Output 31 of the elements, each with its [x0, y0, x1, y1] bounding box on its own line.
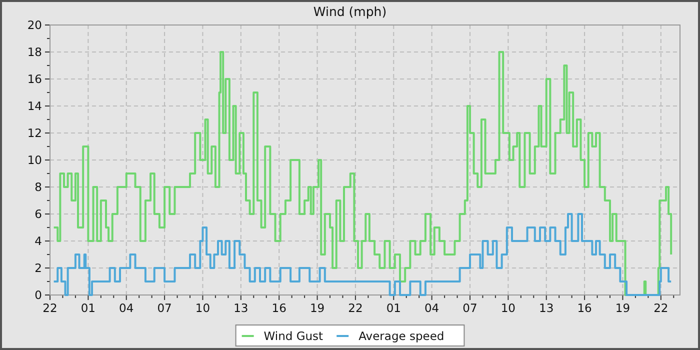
- y-tick-label: 4: [34, 234, 42, 248]
- y-tick-label: 6: [34, 207, 42, 221]
- x-tick-label: 04: [119, 301, 134, 315]
- y-tick-label: 16: [27, 72, 42, 86]
- legend-label: Wind Gust: [264, 329, 324, 343]
- x-tick-label: 16: [272, 301, 286, 315]
- x-tick-label: 07: [157, 301, 172, 315]
- y-tick-label: 20: [27, 18, 42, 32]
- y-tick-label: 18: [27, 45, 42, 59]
- x-tick-label: 10: [195, 301, 210, 315]
- chart-title: Wind (mph): [313, 4, 387, 19]
- x-tick-label: 19: [615, 301, 630, 315]
- x-tick-label: 19: [310, 301, 325, 315]
- x-tick-label: 13: [234, 301, 248, 315]
- y-tick-label: 0: [34, 288, 42, 302]
- x-tick-label: 22: [348, 301, 363, 315]
- y-tick-label: 10: [27, 153, 42, 167]
- legend-label: Average speed: [358, 329, 444, 343]
- x-tick-label: 01: [386, 301, 401, 315]
- x-tick-label: 07: [462, 301, 478, 315]
- y-tick-label: 12: [27, 126, 42, 140]
- x-tick-label: 01: [80, 301, 96, 315]
- x-tick-label: 13: [539, 301, 554, 315]
- x-tick-label: 04: [424, 301, 440, 315]
- x-tick-label: 16: [577, 301, 592, 315]
- x-tick-label: 22: [42, 301, 58, 315]
- x-tick-label: 22: [654, 301, 668, 315]
- y-tick-label: 8: [34, 180, 42, 194]
- y-tick-label: 14: [27, 99, 42, 113]
- y-tick-label: 2: [34, 261, 42, 275]
- x-tick-label: 10: [500, 301, 516, 315]
